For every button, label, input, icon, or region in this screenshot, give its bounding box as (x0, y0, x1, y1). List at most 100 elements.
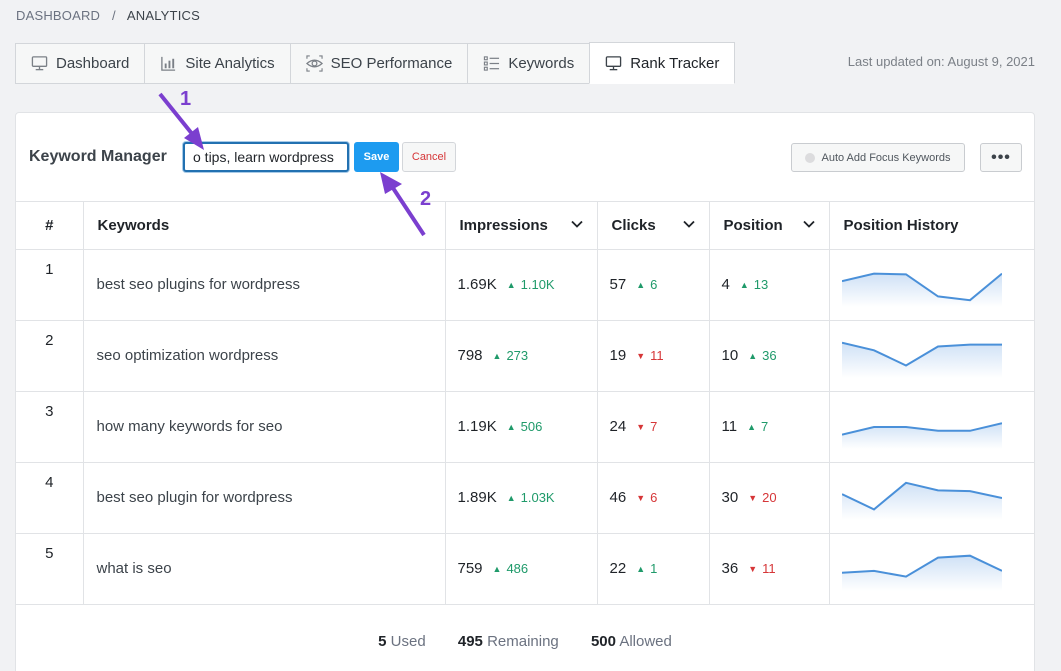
clicks-value: 24 (609, 418, 627, 435)
position-delta-value: 11 (762, 561, 776, 576)
table-row: 2 seo optimization wordpress 798 ▲ 273 19 ▼ 11 1… (16, 320, 1034, 392)
tab-rank-tracker[interactable]: Rank Tracker (589, 42, 736, 84)
auto-add-label: Auto Add Focus Keywords (821, 151, 951, 164)
tab-dashboard[interactable]: Dashboard (15, 43, 145, 84)
sparkline-line (841, 272, 1002, 301)
position-history-cell (828, 533, 1034, 605)
clicks-delta-value: 6 (650, 490, 658, 505)
auto-add-focus-keywords-button[interactable]: Auto Add Focus Keywords (791, 143, 965, 172)
keyword-usage-stats: 5 Used 495 Remaining 500 Allowed (16, 633, 1034, 650)
monitor-icon (31, 56, 48, 71)
position-history-cell (828, 462, 1034, 534)
position-history-cell (828, 249, 1034, 321)
triangle-up-icon: ▲ (506, 422, 516, 432)
impressions-cell: 759 ▲ 486 (444, 533, 597, 605)
impressions-delta-value: 486 (506, 561, 529, 576)
triangle-down-icon: ▼ (636, 493, 646, 503)
chevron-down-icon (570, 220, 583, 228)
row-number: 5 (16, 533, 83, 605)
position-sparkline (841, 341, 1002, 378)
more-options-button[interactable]: ••• (980, 143, 1022, 172)
sparkline-line (841, 341, 1002, 367)
impressions-value: 1.69K (457, 276, 497, 293)
breadcrumb-root[interactable]: DASHBOARD (16, 8, 101, 23)
allowed-stat: 500 Allowed (591, 633, 672, 650)
remaining-label: Remaining (487, 633, 559, 650)
keyword-manager-title: Keyword Manager (29, 148, 167, 165)
impressions-delta-value: 506 (520, 419, 543, 434)
triangle-down-icon: ▼ (748, 493, 758, 503)
triangle-up-icon: ▲ (739, 280, 749, 290)
row-number: 1 (16, 249, 83, 321)
clicks-value: 22 (609, 560, 627, 577)
allowed-count: 500 (590, 633, 616, 650)
panel-header: Keyword Manager Save Cancel Auto Add Foc… (16, 113, 1034, 202)
keyword-cell: how many keywords for seo (82, 391, 445, 463)
used-stat: 5 Used (378, 633, 426, 650)
triangle-up-icon: ▲ (492, 564, 502, 574)
header-label: Clicks (611, 216, 656, 234)
position-value: 11 (721, 418, 738, 435)
clicks-cell: 22 ▲ 1 (596, 533, 709, 605)
triangle-up-icon: ▲ (748, 351, 758, 361)
table-row: 3 how many keywords for seo 1.19K ▲ 506 24 ▼ 7 1… (16, 391, 1034, 463)
keyword-input[interactable] (183, 142, 349, 172)
position-delta: ▼ 20 (748, 490, 776, 505)
position-sparkline (841, 554, 1002, 591)
impressions-delta: ▲ 1.03K (507, 490, 555, 505)
impressions-delta: ▲ 486 (493, 561, 529, 576)
tab-seo-performance[interactable]: SEO Performance (289, 43, 468, 84)
sparkline-line (841, 421, 1002, 436)
triangle-up-icon: ▲ (636, 280, 646, 290)
impressions-value: 1.89K (457, 489, 497, 506)
header-clicks[interactable]: Clicks (596, 202, 709, 250)
clicks-delta-value: 11 (650, 348, 664, 363)
position-delta: ▼ 11 (748, 561, 775, 576)
monitor-icon (605, 55, 622, 70)
chevron-down-icon (802, 220, 815, 228)
impressions-delta: ▲ 506 (507, 419, 543, 434)
triangle-down-icon: ▼ (748, 564, 758, 574)
header-impressions[interactable]: Impressions (444, 202, 597, 250)
triangle-up-icon: ▲ (492, 351, 502, 361)
triangle-down-icon: ▼ (636, 422, 646, 432)
impressions-delta: ▲ 273 (493, 348, 529, 363)
impressions-delta: ▲ 1.10K (507, 277, 555, 292)
impressions-delta-value: 273 (506, 348, 529, 363)
sparkline-line (841, 481, 1002, 511)
position-sparkline (841, 481, 1002, 520)
row-number: 4 (16, 462, 83, 534)
header-label: Impressions (459, 216, 548, 234)
header-position-history: Position History (828, 202, 1034, 250)
save-button[interactable]: Save (354, 142, 399, 172)
keyword-cell: best seo plugin for wordpress (82, 462, 445, 534)
impressions-value: 759 (457, 560, 483, 577)
cancel-button[interactable]: Cancel (402, 142, 456, 172)
impressions-value: 798 (457, 347, 483, 364)
breadcrumb-separator: / (111, 8, 116, 23)
clicks-delta-value: 6 (650, 277, 658, 292)
clicks-delta: ▼ 7 (636, 419, 657, 434)
sparkline-area (841, 482, 1002, 520)
tab-label: Site Analytics (185, 55, 275, 72)
table-row: 4 best seo plugin for wordpress 1.89K ▲ 1.03… (16, 462, 1034, 534)
table-row: 5 what is seo 759 ▲ 486 22 ▲ 1 36 ▼ 11 (16, 533, 1034, 605)
impressions-cell: 1.69K ▲ 1.10K (444, 249, 597, 321)
position-history-cell (828, 320, 1034, 392)
header-position[interactable]: Position (708, 202, 829, 250)
position-delta-value: 20 (762, 490, 777, 505)
annotation-step-1: 1 (180, 88, 192, 110)
table-header-row: # Keywords Impressions Clicks Position P… (16, 202, 1034, 250)
list-icon (484, 56, 500, 71)
toggle-dot-icon (805, 152, 816, 163)
breadcrumb-current: ANALYTICS (126, 8, 200, 23)
tab-label: Rank Tracker (630, 54, 720, 72)
tab-site-analytics[interactable]: Site Analytics (144, 43, 290, 84)
tab-label: Keywords (508, 55, 575, 72)
position-sparkline (841, 421, 1002, 449)
clicks-cell: 46 ▼ 6 (596, 462, 709, 534)
position-cell: 10 ▲ 36 (708, 320, 829, 392)
position-history-cell (828, 391, 1034, 463)
tab-keywords[interactable]: Keywords (467, 43, 590, 84)
row-number: 2 (16, 320, 83, 392)
